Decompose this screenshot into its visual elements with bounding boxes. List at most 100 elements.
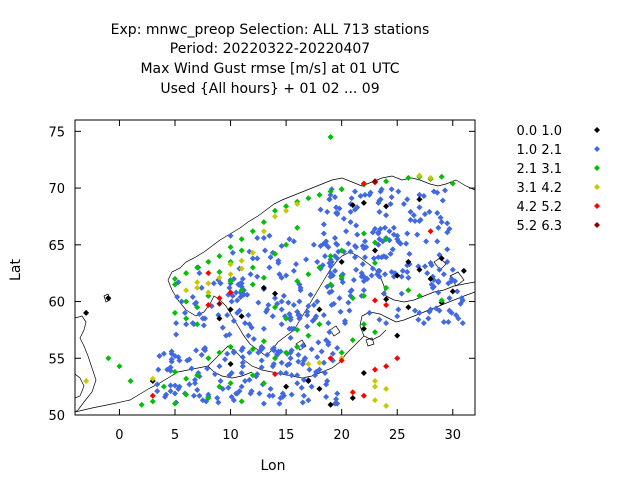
data-point: [397, 240, 404, 247]
data-point: [378, 186, 385, 193]
data-point: [227, 380, 234, 387]
data-point: [270, 345, 277, 352]
data-point: [325, 341, 332, 348]
data-point: [362, 238, 368, 245]
data-point: [430, 283, 437, 290]
data-point: [360, 321, 367, 328]
data-point: [272, 250, 278, 257]
data-point: [194, 321, 201, 328]
data-point: [249, 372, 256, 379]
data-point: [320, 240, 327, 247]
data-point: [278, 298, 285, 305]
data-point: [287, 355, 294, 362]
data-point: [364, 275, 371, 282]
data-point: [83, 309, 90, 316]
data-point: [362, 254, 368, 261]
data-point: [455, 315, 462, 322]
data-point: [372, 178, 378, 185]
data-point: [267, 254, 274, 261]
data-point: [290, 267, 297, 274]
data-point: [305, 397, 312, 404]
data-point: [375, 230, 382, 237]
data-point: [459, 320, 466, 327]
data-point: [435, 224, 442, 231]
data-point: [372, 297, 378, 304]
data-point: [327, 191, 334, 198]
data-point: [388, 186, 395, 193]
data-point: [305, 195, 312, 202]
data-point: [229, 249, 236, 256]
legend-label: 1.0 2.1: [517, 143, 562, 158]
data-point: [156, 353, 163, 359]
data-point: [439, 197, 446, 204]
data-point: [320, 230, 327, 237]
data-point: [316, 366, 323, 373]
data-point: [172, 390, 178, 397]
data-point: [216, 315, 223, 322]
data-point: [198, 284, 205, 291]
data-point: [326, 329, 333, 336]
data-point: [434, 189, 441, 196]
data-point: [306, 366, 313, 373]
data-point: [266, 264, 273, 271]
data-point: [205, 280, 212, 287]
data-point: [386, 228, 393, 235]
data-point: [290, 301, 297, 308]
data-point: [372, 383, 378, 390]
data-point: [360, 180, 367, 187]
data-point: [238, 247, 245, 254]
data-point: [293, 261, 300, 268]
x-tick-label: 15: [278, 428, 295, 443]
data-point: [316, 385, 323, 392]
data-point: [238, 370, 245, 377]
data-point: [259, 345, 266, 352]
data-point: [405, 274, 412, 281]
data-point: [194, 387, 201, 394]
data-point: [288, 372, 295, 379]
data-point: [198, 351, 205, 358]
data-point: [149, 375, 156, 382]
data-point: [317, 206, 324, 213]
data-point: [216, 295, 223, 302]
data-point: [256, 390, 263, 397]
data-point: [390, 224, 397, 231]
data-point: [254, 273, 261, 280]
data-point: [183, 270, 190, 277]
data-point: [387, 250, 394, 257]
data-point: [250, 335, 257, 342]
data-point: [230, 317, 237, 324]
data-point: [238, 236, 245, 243]
data-point: [345, 299, 352, 306]
data-point: [172, 275, 178, 282]
coastline-map: [75, 175, 475, 413]
data-point: [239, 363, 246, 370]
data-point: [377, 225, 384, 232]
data-point: [228, 298, 235, 305]
data-point: [294, 380, 301, 387]
data-point: [166, 365, 173, 372]
data-point: [216, 269, 223, 276]
data-point: [295, 312, 302, 319]
data-point: [167, 388, 174, 395]
y-tick-label: 65: [48, 239, 65, 254]
data-point: [460, 267, 467, 274]
data-point: [427, 259, 434, 266]
data-point: [333, 204, 340, 211]
data-point: [227, 271, 234, 278]
data-point: [238, 257, 245, 264]
data-point: [347, 208, 354, 215]
data-point: [329, 350, 336, 357]
data-point: [278, 306, 285, 313]
data-point: [360, 230, 367, 237]
data-point: [168, 356, 175, 363]
legend-marker: [594, 222, 600, 228]
data-point: [116, 363, 123, 370]
data-point: [300, 376, 307, 383]
data-point: [227, 360, 234, 367]
data-point: [246, 376, 253, 383]
data-point: [360, 287, 367, 294]
data-point: [212, 371, 218, 378]
data-point: [188, 365, 195, 372]
data-point: [372, 239, 378, 246]
x-tick-label: 25: [389, 428, 406, 443]
